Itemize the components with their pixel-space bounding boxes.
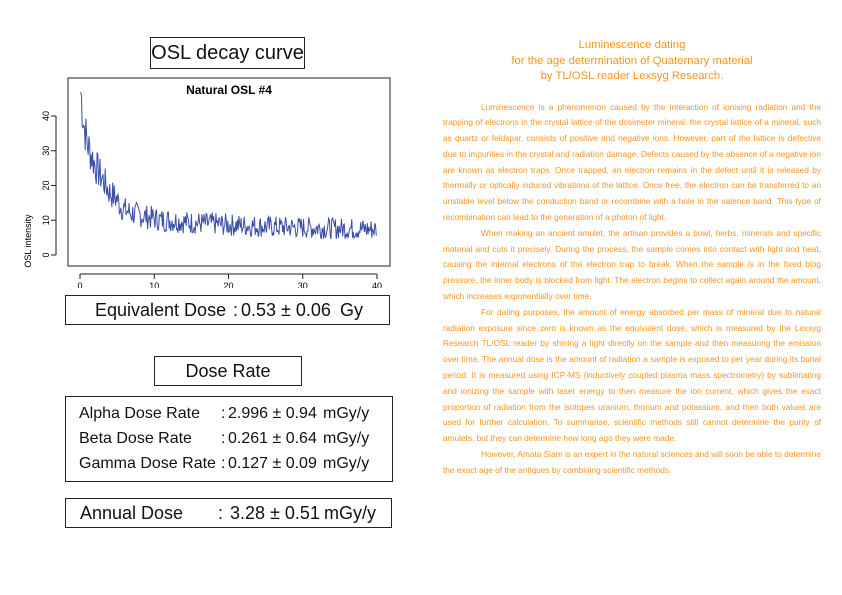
- gamma-dose-rate-unit: mGy/y: [323, 455, 370, 472]
- beta-dose-rate-unit: mGy/y: [323, 430, 370, 447]
- dose-rate-title-text: Dose Rate: [185, 360, 271, 381]
- beta-dose-rate-value: 0.261 ± 0.64: [228, 430, 317, 447]
- beta-dose-rate-label: Beta Dose Rate: [79, 430, 192, 447]
- y-tick-label: 40: [41, 111, 51, 121]
- article-paragraph: However, Amata Siam is an expert in the …: [443, 449, 821, 475]
- article-title-line: Luminescence dating: [578, 39, 686, 51]
- annual-dose-value: 3.28 ± 0.51: [230, 503, 320, 523]
- article-paragraph: Luminescence is a phenomenon caused by t…: [443, 101, 821, 223]
- osl-decay-title: OSL decay curve: [150, 37, 305, 69]
- axes: 0 10 20 30 40 0 10 20 30 40: [41, 111, 382, 288]
- alpha-dose-rate-colon: :: [221, 405, 226, 422]
- equivalent-dose-unit: Gy: [340, 300, 364, 320]
- article-paragraph: For dating purposes, the amount of energ…: [443, 306, 821, 444]
- equivalent-dose-box: Equivalent Dose : 0.53 ± 0.06 Gy: [65, 295, 390, 325]
- article: Luminescence dating for the age determin…: [443, 38, 821, 479]
- osl-decay-chart: Natural OSL #4 OSL intensity 0 10 20 30 40 0 1…: [23, 77, 391, 288]
- equivalent-dose-value: 0.53 ± 0.06: [241, 300, 331, 320]
- article-title: Luminescence dating for the age determin…: [443, 38, 821, 85]
- annual-dose-unit: mGy/y: [324, 503, 376, 523]
- gamma-dose-rate-value: 0.127 ± 0.09: [228, 455, 317, 472]
- plot-frame: [67, 77, 391, 267]
- article-title-line: by TL/OSL reader Lexsyg Research.: [540, 70, 724, 82]
- annual-dose-colon: :: [218, 503, 224, 523]
- chart-title: Natural OSL #4: [186, 83, 272, 97]
- article-paragraph: When making an ancient amulet, the artis…: [443, 227, 821, 302]
- annual-dose-label: Annual Dose: [80, 503, 184, 523]
- y-tick-label: 20: [41, 180, 51, 190]
- series-line-natural-osl: [80, 92, 377, 240]
- dose-rate-box: Alpha Dose Rate : 2.996 ± 0.94 mGy/y Bet…: [65, 396, 393, 482]
- alpha-dose-rate-value: 2.996 ± 0.94: [228, 405, 317, 422]
- x-tick-label: 40: [372, 281, 382, 288]
- equivalent-dose-label: Equivalent Dose: [95, 300, 227, 320]
- x-tick-label: 10: [149, 281, 159, 288]
- y-tick-label: 30: [41, 146, 51, 156]
- gamma-dose-rate-colon: :: [221, 455, 226, 472]
- gamma-dose-rate-label: Gamma Dose Rate: [79, 455, 216, 472]
- x-tick-label: 20: [223, 281, 233, 288]
- y-axis-label: OSL intensity: [23, 214, 33, 268]
- dose-rate-title: Dose Rate: [154, 356, 302, 386]
- equivalent-dose-colon: :: [233, 300, 239, 320]
- beta-dose-rate-colon: :: [221, 430, 226, 447]
- alpha-dose-rate-unit: mGy/y: [323, 405, 370, 422]
- article-title-line: for the age determination of Quaternary …: [511, 54, 753, 67]
- x-tick-label: 0: [77, 281, 82, 288]
- annual-dose-box: Annual Dose : 3.28 ± 0.51 mGy/y: [65, 498, 392, 528]
- alpha-dose-rate-label: Alpha Dose Rate: [79, 405, 200, 422]
- y-tick-label: 10: [41, 215, 51, 225]
- x-tick-label: 30: [298, 281, 308, 288]
- y-tick-label: 0: [41, 252, 51, 257]
- osl-decay-title-text: OSL decay curve: [151, 41, 304, 64]
